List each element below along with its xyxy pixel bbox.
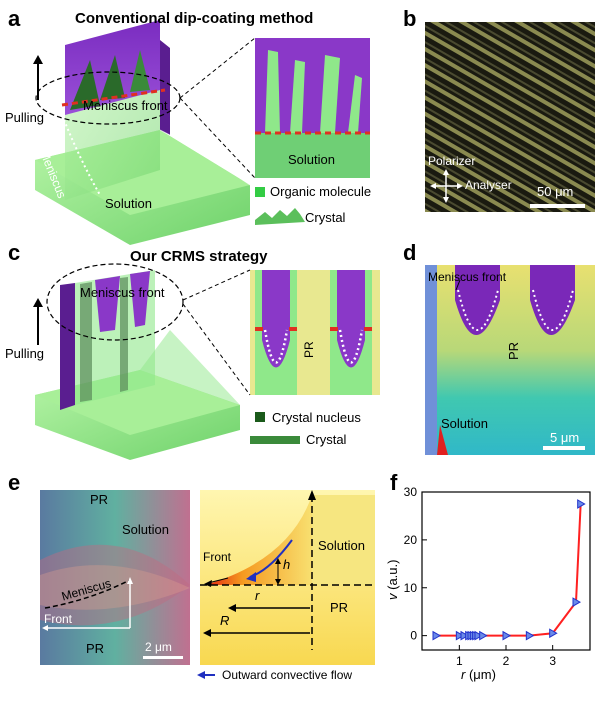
- panel-c-inset: [182, 269, 380, 396]
- panel-e-micrograph: [40, 490, 190, 665]
- panel-label-c: c: [8, 240, 21, 265]
- data-point: [455, 630, 465, 641]
- panel-c-meniscus-front: Meniscus front: [80, 285, 165, 300]
- panel-b-micrograph: [425, 22, 595, 212]
- panel-c-legend: [250, 412, 300, 444]
- data-point: [572, 597, 582, 607]
- panel-d-scale: 5 μm: [550, 430, 580, 445]
- x-tick-label: 3: [549, 654, 556, 668]
- panel-e-front: Front: [44, 612, 73, 626]
- panel-f-ylabel-var: v: [385, 593, 400, 601]
- panel-e-flow-legend: Outward convective flow: [222, 668, 353, 682]
- panel-a-inset: [179, 37, 370, 179]
- data-point: [479, 630, 488, 641]
- panel-f-ylabel-unit: (a.u.): [385, 559, 400, 594]
- panel-b-polarizer: Polarizer: [428, 154, 476, 168]
- data-point: [549, 628, 558, 639]
- panel-e-schem-solution: Solution: [318, 538, 365, 553]
- panel-a-solution: Solution: [105, 196, 152, 211]
- panel-d-solution: Solution: [441, 416, 488, 431]
- data-point: [577, 499, 586, 509]
- chart-frame: [421, 491, 591, 651]
- y-tick-label: 10: [404, 581, 418, 595]
- panel-c-schematic: [33, 263, 240, 460]
- panel-a-legend: [255, 187, 305, 225]
- panel-e-schematic: [197, 490, 375, 679]
- panel-f-xlabel-var: r: [461, 667, 466, 682]
- panel-c-legend-nucleus: Crystal nucleus: [272, 410, 361, 425]
- panel-d-meniscus-front: Meniscus front: [428, 270, 507, 284]
- panel-d-pr: PR: [506, 341, 521, 360]
- x-tick-label: 2: [503, 654, 510, 668]
- panel-f-ylabel: v (a.u.): [385, 560, 400, 600]
- panel-f-xlabel-unit: (μm): [465, 667, 496, 682]
- y-tick-label: 20: [404, 533, 418, 547]
- panel-a-title: Conventional dip-coating method: [75, 10, 314, 27]
- panel-label-d: d: [403, 240, 417, 265]
- panel-e-scale: 2 μm: [145, 640, 172, 654]
- series-line: [436, 503, 582, 637]
- panel-e-pr-top: PR: [90, 492, 109, 507]
- panel-label-e: e: [8, 470, 21, 495]
- data-point: [502, 630, 512, 641]
- panel-e-R: R: [220, 613, 230, 628]
- panel-e-schem-pr: PR: [330, 600, 349, 615]
- data-point: [525, 630, 535, 641]
- x-tick-label: 1: [456, 654, 463, 668]
- panel-a-inset-solution: Solution: [288, 152, 335, 167]
- panel-e-r: r: [255, 588, 260, 603]
- panel-c-legend-crystal: Crystal: [306, 432, 347, 447]
- panel-c-inset-pr: PR: [302, 341, 316, 358]
- panel-e-schem-front: Front: [203, 550, 232, 564]
- panel-label-a: a: [8, 6, 21, 31]
- y-tick-label: 0: [410, 629, 417, 643]
- panel-label-b: b: [403, 6, 417, 31]
- panel-b-analyser: Analyser: [465, 178, 512, 192]
- panel-a-meniscus-front: Meniscus front: [83, 98, 168, 113]
- panel-a-pulling: Pulling: [5, 110, 45, 125]
- panel-a-schematic: [33, 20, 251, 245]
- panel-c-pulling: Pulling: [5, 346, 45, 361]
- data-point: [460, 630, 470, 641]
- panel-a-legend-molecule: Organic molecule: [270, 184, 372, 199]
- panel-b-scale: 50 μm: [537, 184, 574, 199]
- panel-label-f: f: [390, 470, 398, 495]
- data-point: [474, 630, 484, 641]
- panel-e-h: h: [283, 557, 291, 572]
- y-tick-label: 30: [404, 485, 418, 499]
- panel-e-pr-bottom: PR: [86, 641, 105, 656]
- data-point: [432, 630, 442, 641]
- panel-c-title: Our CRMS strategy: [130, 248, 268, 265]
- panel-a-legend-crystal: Crystal: [305, 210, 346, 225]
- panel-d-micrograph: [425, 265, 595, 455]
- panel-f-xlabel: r (μm): [461, 667, 496, 682]
- panel-e-solution: Solution: [122, 522, 169, 537]
